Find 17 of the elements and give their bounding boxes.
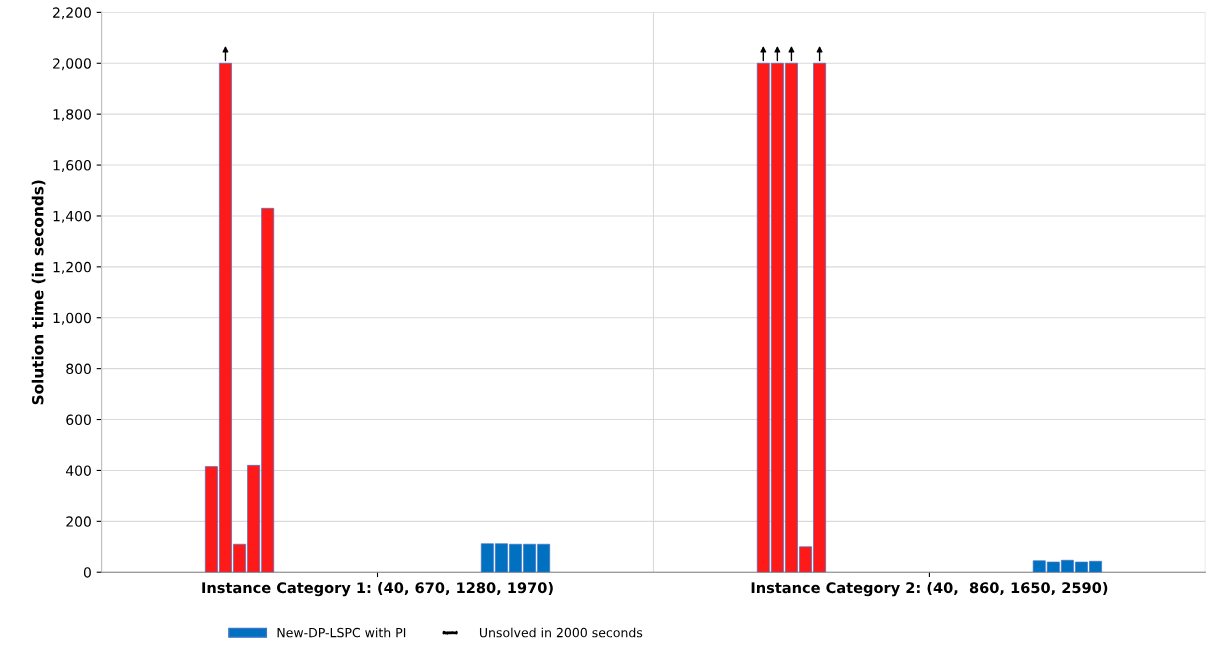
y-tick-label: 1,400 <box>53 210 91 223</box>
legend-label: New-DP-LSPC with PI <box>277 627 406 638</box>
x-tick-label: Instance Category 2: (40, 860, 1650, 2590) <box>751 581 1108 597</box>
y-tick-label: 1,800 <box>53 109 91 122</box>
y-axis-title: Solution time (in seconds) <box>31 180 46 405</box>
y-tick-label: 2,000 <box>53 58 91 71</box>
text: Unsolved in 2000 seconds <box>479 627 643 638</box>
y-tick-label: 800 <box>66 363 91 375</box>
y-tick-label: 600 <box>66 414 91 426</box>
y-tick-label: 1,600 <box>53 160 91 172</box>
x-tick-label: Instance Category 1: (40, 670, 1280, 1970) <box>202 581 553 597</box>
y-tick-label: 1,200 <box>53 261 91 274</box>
y-tick-label: 1,000 <box>53 312 91 325</box>
y-tick-label: 400 <box>66 465 91 476</box>
y-tick-label: 2,200 <box>53 7 91 20</box>
y-tick-label: 0 <box>83 567 91 578</box>
y-tick-label: 200 <box>66 516 91 527</box>
